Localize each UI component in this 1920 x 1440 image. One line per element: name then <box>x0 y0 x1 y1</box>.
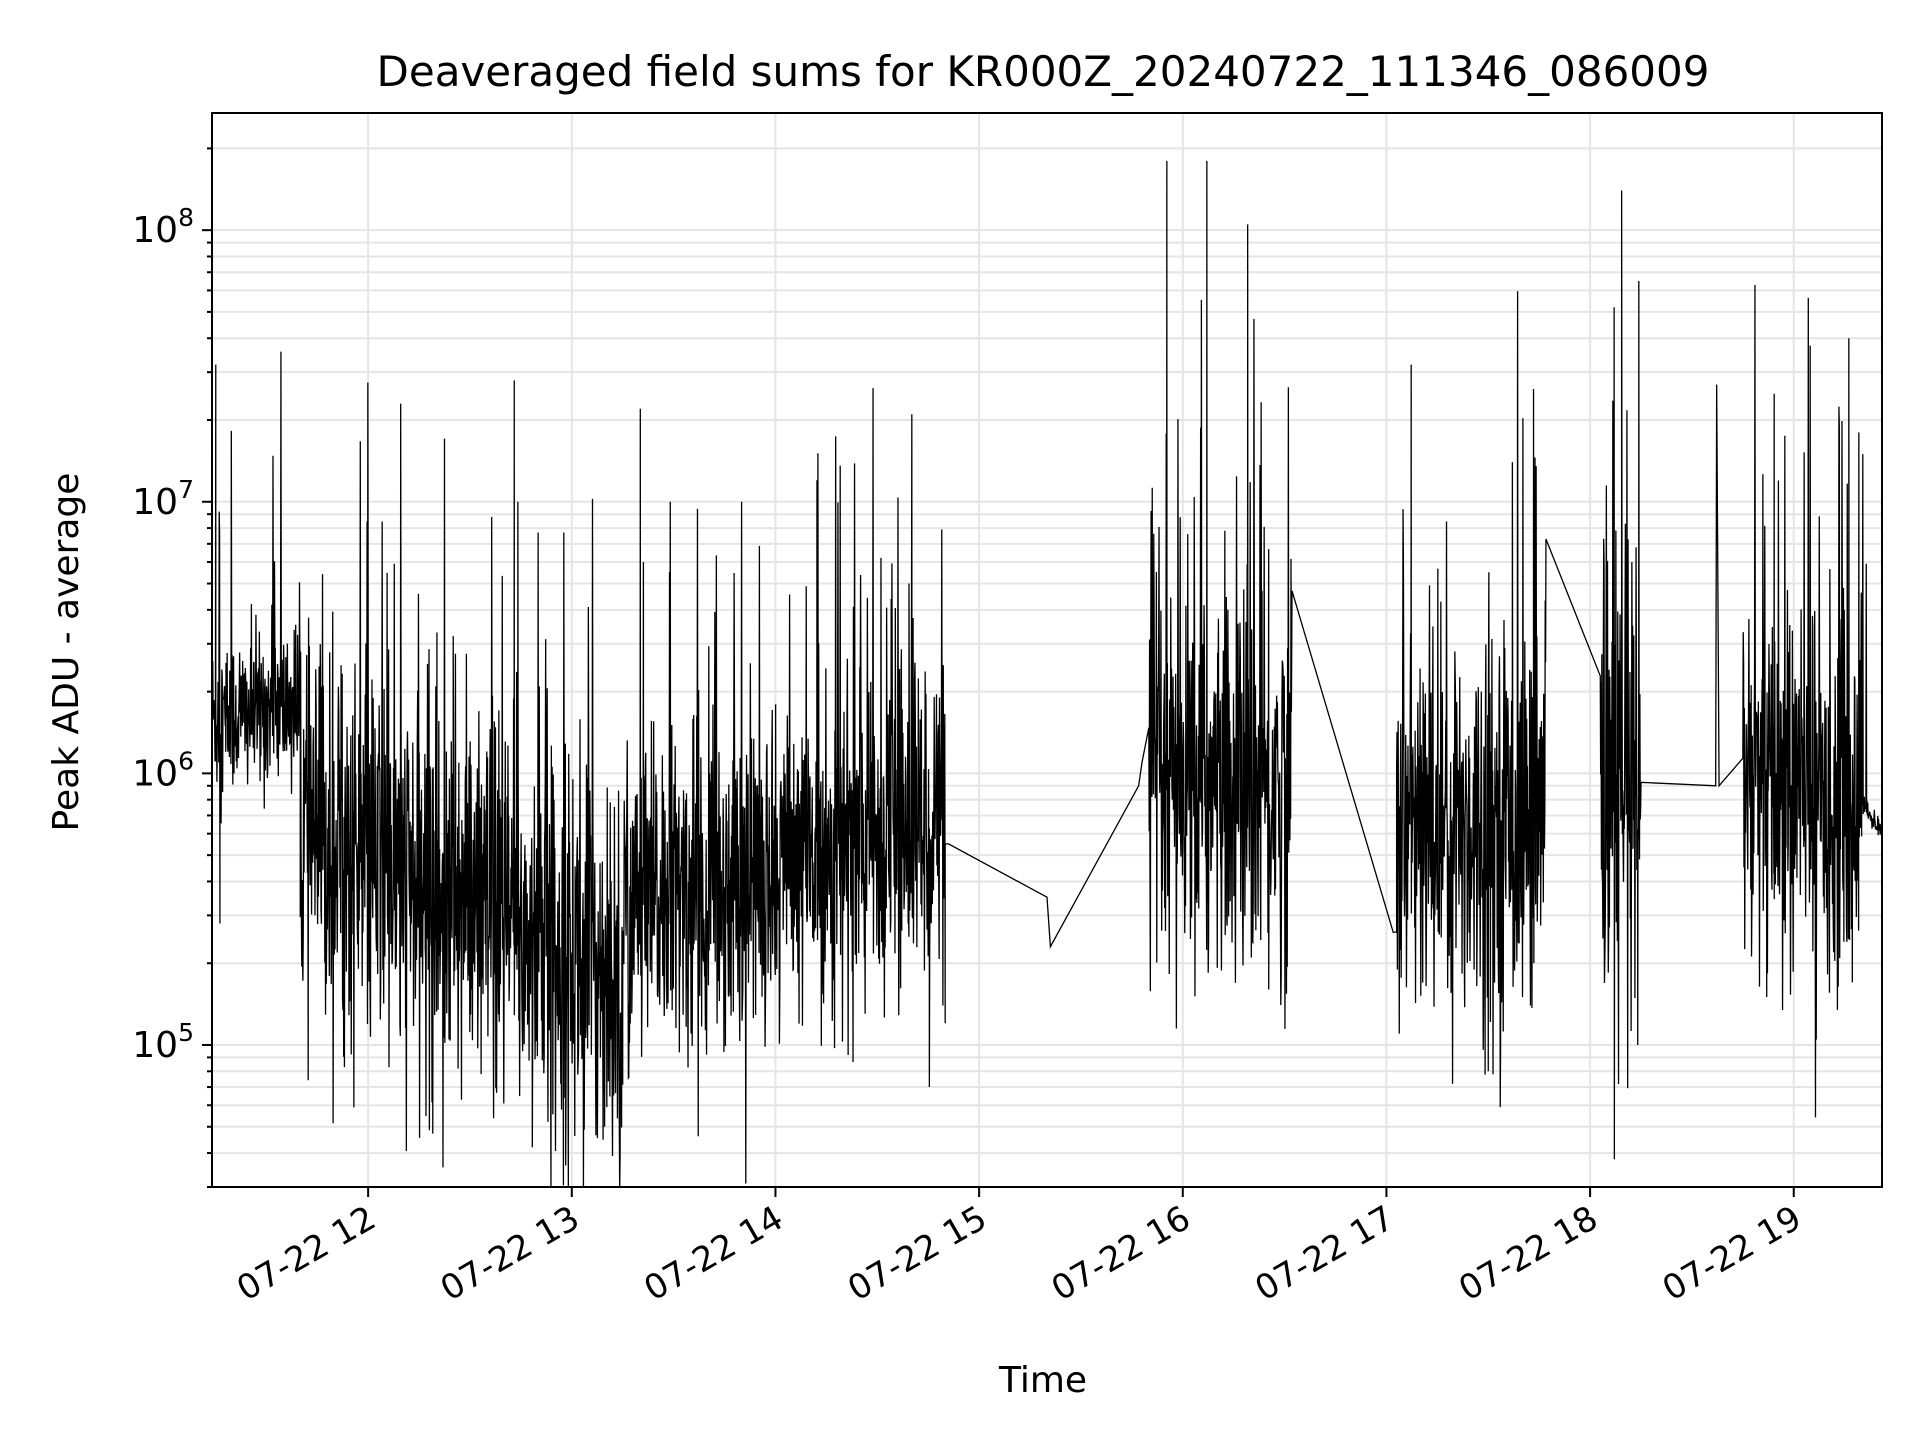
plot-frame <box>211 112 1883 1188</box>
chart-title: Deaveraged field sums for KR000Z_2024072… <box>377 47 1710 96</box>
plot-area <box>212 160 1882 1187</box>
y-tick-label: 106 <box>132 746 194 794</box>
y-tick-label: 105 <box>132 1018 194 1066</box>
y-tick-label: 107 <box>132 475 194 523</box>
y-axis-label: Peak ADU - average <box>46 473 87 832</box>
y-tick-label: 108 <box>132 203 194 251</box>
series-layer <box>212 160 1882 1187</box>
x-axis-label: Time <box>998 1360 1087 1401</box>
y-axis-ticks: 105 106 107 108 <box>132 147 212 1188</box>
series-line-0 <box>212 160 1882 1187</box>
